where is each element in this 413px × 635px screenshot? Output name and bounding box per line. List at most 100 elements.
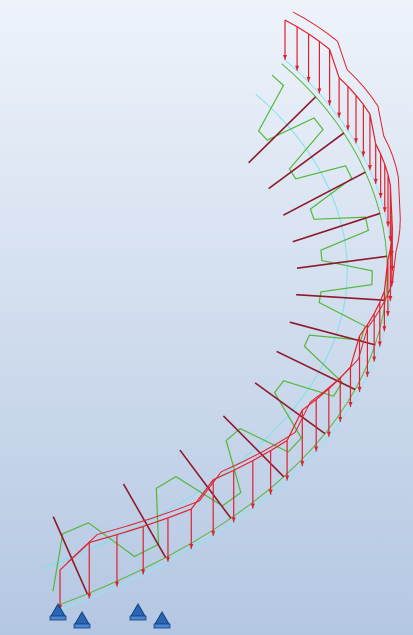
support-base bbox=[49, 615, 67, 621]
load-arrowhead bbox=[327, 100, 332, 106]
load-outline bbox=[97, 526, 126, 536]
load-outline bbox=[270, 439, 288, 452]
load-outline bbox=[391, 252, 397, 284]
load-outline bbox=[349, 335, 361, 368]
load-arrowhead bbox=[326, 431, 331, 437]
force-vector bbox=[296, 293, 386, 302]
load-outline bbox=[346, 69, 357, 79]
load-outline bbox=[198, 471, 222, 502]
load-outline bbox=[374, 305, 383, 318]
support-base bbox=[129, 615, 147, 621]
load-arrowhead bbox=[365, 371, 370, 377]
load-arrowhead bbox=[317, 88, 322, 94]
load-outline bbox=[355, 94, 364, 105]
load-outline bbox=[397, 229, 401, 242]
load-outline bbox=[329, 49, 340, 78]
load-outline bbox=[292, 11, 306, 20]
load-outline bbox=[327, 33, 338, 42]
force-vector bbox=[179, 449, 232, 519]
load-arrowhead bbox=[300, 461, 305, 467]
load-arrowhead bbox=[285, 475, 290, 481]
load-outline bbox=[347, 358, 359, 371]
load-outline bbox=[67, 534, 98, 563]
load-arrowhead bbox=[388, 295, 393, 301]
load-arrowhead bbox=[372, 356, 377, 362]
deformed-shape bbox=[52, 74, 373, 592]
load-arrowhead bbox=[189, 544, 194, 550]
load-outline bbox=[260, 442, 279, 454]
structure-model bbox=[43, 11, 401, 629]
load-outline bbox=[380, 153, 386, 165]
load-outline bbox=[383, 135, 390, 147]
load-outline bbox=[373, 302, 381, 314]
force-vector bbox=[52, 516, 89, 595]
load-outline bbox=[387, 248, 391, 261]
load-outline bbox=[337, 41, 348, 70]
load-arrowhead bbox=[373, 178, 378, 184]
load-arrowhead bbox=[314, 446, 319, 452]
load-outline bbox=[370, 96, 379, 107]
force-vector bbox=[276, 350, 356, 391]
load-outline bbox=[395, 166, 399, 178]
load-outline bbox=[384, 164, 389, 175]
force-vector bbox=[289, 321, 376, 346]
load-arrowhead bbox=[268, 489, 273, 495]
load-outline bbox=[142, 517, 169, 528]
load-outline bbox=[395, 240, 399, 253]
load-arrowhead bbox=[211, 530, 216, 536]
load-arrowhead bbox=[114, 581, 119, 587]
member-axis bbox=[43, 93, 348, 569]
load-outline bbox=[363, 86, 372, 97]
load-outline bbox=[355, 77, 365, 88]
load-arrowhead bbox=[385, 311, 390, 317]
load-arrowhead bbox=[354, 138, 359, 144]
load-outline bbox=[304, 18, 317, 27]
load-outline bbox=[389, 237, 393, 250]
load-arrowhead bbox=[348, 401, 353, 407]
load-outline bbox=[387, 174, 391, 186]
load-arrowhead bbox=[165, 556, 170, 562]
load-outline bbox=[278, 432, 296, 444]
load-outline bbox=[308, 33, 320, 42]
load-outline bbox=[389, 185, 393, 217]
load-arrowhead bbox=[283, 55, 287, 60]
load-outline bbox=[362, 104, 371, 115]
load-outline bbox=[387, 283, 393, 295]
load-outline bbox=[367, 316, 376, 329]
load-arrowhead bbox=[357, 386, 362, 392]
load-outline bbox=[388, 145, 394, 157]
load-arrowhead bbox=[377, 341, 382, 347]
load-arrowhead bbox=[338, 416, 343, 422]
load-outline bbox=[151, 509, 177, 519]
load-outline bbox=[220, 461, 242, 473]
force-vector bbox=[296, 255, 387, 269]
load-arrowhead bbox=[250, 503, 255, 509]
load-outline bbox=[366, 313, 375, 326]
force-vector bbox=[222, 415, 285, 478]
load-outline bbox=[347, 85, 357, 96]
load-arrowhead bbox=[295, 65, 300, 71]
load-arrowhead bbox=[337, 112, 342, 118]
support-base bbox=[73, 623, 91, 629]
load-outline bbox=[167, 508, 192, 519]
load-outline bbox=[359, 324, 368, 337]
load-outline bbox=[379, 291, 385, 303]
load-outline bbox=[315, 388, 330, 400]
load-outline bbox=[233, 460, 254, 471]
load-outline bbox=[124, 518, 152, 528]
load-arrowhead bbox=[231, 517, 236, 523]
load-arrowhead bbox=[345, 125, 350, 131]
force-vector bbox=[292, 212, 381, 243]
load-outline bbox=[383, 260, 389, 292]
load-arrowhead bbox=[361, 151, 366, 157]
load-outline bbox=[89, 534, 118, 544]
force-vector bbox=[248, 96, 317, 164]
load-outline bbox=[338, 77, 349, 87]
load-arrowhead bbox=[87, 593, 92, 599]
load-outline bbox=[336, 369, 349, 382]
load-outline bbox=[357, 327, 369, 360]
load-arrowhead bbox=[378, 192, 383, 198]
load-outline bbox=[375, 143, 382, 155]
